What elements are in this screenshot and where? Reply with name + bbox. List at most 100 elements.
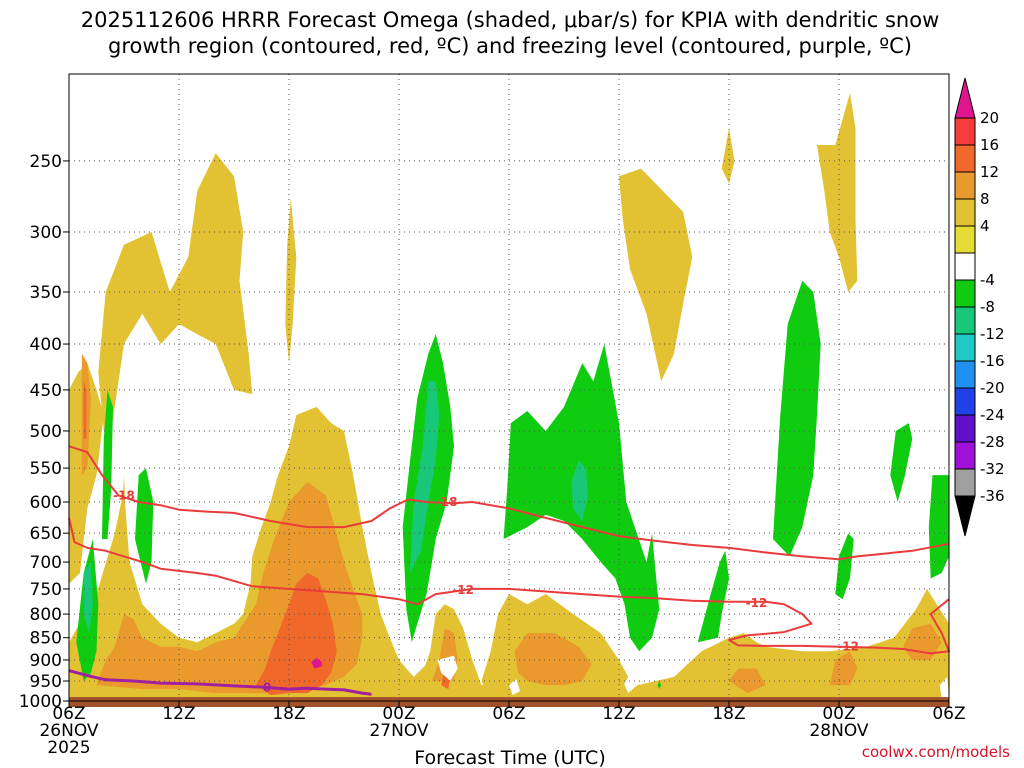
- x-tick-label-18-0: 00Z: [382, 704, 415, 724]
- omega-region-upper-yellow-18z-2: [721, 128, 735, 184]
- x-tick-label-42-0: 00Z: [822, 704, 855, 724]
- omega-region-left-edge-yellow: [69, 363, 104, 584]
- contour-label-dgz-minus12: -12: [452, 583, 474, 597]
- omega-region-low-orange-5: [829, 651, 858, 686]
- x-tick-label-0-0: 06Z: [52, 704, 85, 724]
- omega-region-green-9: [890, 423, 913, 502]
- colorbar-box: [954, 252, 976, 281]
- colorbar-label: 16: [980, 136, 999, 154]
- colorbar-label: -32: [980, 460, 1005, 478]
- omega-region-green-8: [835, 533, 854, 600]
- y-tick-label-650: 650: [30, 524, 62, 544]
- contour-freezing-level-0: [68, 669, 372, 696]
- omega-region-teal-4: [410, 381, 440, 573]
- omega-region-green-1-teal: [83, 562, 93, 634]
- y-tick-label-700: 700: [30, 553, 62, 573]
- omega-region-green-7: [773, 280, 821, 557]
- y-tick-label-950: 950: [30, 672, 62, 692]
- colorbar-box: [954, 441, 976, 470]
- contour-label-dgz-minus12: -12: [837, 640, 859, 654]
- x-tick-label-30-0: 12Z: [602, 704, 635, 724]
- contour-label-dgz-minus18: -18: [436, 495, 458, 509]
- colorbar-label: 20: [980, 109, 999, 127]
- omega-region-upper-yellow-12z: [98, 153, 253, 431]
- x-axis-title: Forecast Time (UTC): [414, 747, 605, 768]
- colorbar-label: -12: [980, 325, 1005, 343]
- y-tick-label-850: 850: [30, 629, 62, 649]
- x-tick-label-18-1: 27NOV: [369, 721, 428, 741]
- x-tick-label-0-1: 26NOV: [39, 721, 98, 741]
- y-tick-label-450: 450: [30, 381, 62, 401]
- chart-title-line-1: 2025112606 HRRR Forecast Omega (shaded, …: [81, 8, 940, 32]
- x-tick-label-12-0: 18Z: [272, 704, 305, 724]
- y-tick-label-550: 550: [30, 459, 62, 479]
- colorbar-label: -8: [980, 298, 995, 316]
- omega-region-upper-yellow-12z-2: [619, 168, 693, 382]
- chart-title-line-2: growth region (contoured, red, ºC) and f…: [108, 34, 912, 58]
- omega-region-low-orange-4: [729, 668, 766, 694]
- y-tick-label-400: 400: [30, 335, 62, 355]
- colorbar-box: [954, 144, 976, 173]
- colorbar-label: 4: [980, 217, 990, 235]
- colorbar-box: [954, 414, 976, 443]
- colorbar-box: [954, 306, 976, 335]
- omega-region-green-11: [657, 681, 662, 690]
- omega-region-upper-yellow-00z: [817, 93, 858, 292]
- omega-region-white-notch-1: [437, 655, 458, 681]
- x-tick-label-36-0: 18Z: [712, 704, 745, 724]
- omega-region-low-yellow-2: [362, 604, 491, 701]
- y-tick-label-900: 900: [30, 651, 62, 671]
- omega-region-low-magenta-1: [311, 657, 322, 669]
- contour-dgz-minus18: [68, 445, 950, 561]
- omega-region-low-yellow-1: [69, 406, 629, 701]
- omega-region-white-notch-3: [939, 676, 949, 699]
- omega-region-low-yellow-5: [118, 475, 128, 615]
- omega-region-green-10: [928, 475, 949, 579]
- omega-region-green-3: [135, 468, 154, 584]
- y-tick-label-1000: 1000: [19, 692, 62, 712]
- x-tick-label-42-1: 28NOV: [809, 721, 868, 741]
- colorbar-box: [954, 279, 976, 308]
- omega-region-white-notch-2: [509, 679, 520, 696]
- colorbar-label: -24: [980, 406, 1005, 424]
- colorbar-box: [954, 387, 976, 416]
- credit-text[interactable]: coolwx.com/models: [862, 743, 1010, 761]
- contour-label-dgz-minus12: -12: [746, 596, 768, 610]
- colorbar-label: -16: [980, 352, 1005, 370]
- omega-region-low-yellow-4: [619, 588, 949, 701]
- x-tick-label-24-0: 06Z: [492, 704, 525, 724]
- x-tick-label-6-0: 12Z: [162, 704, 195, 724]
- y-tick-label-250: 250: [30, 152, 62, 172]
- omega-region-teal-5: [571, 460, 588, 521]
- colorbar-label: -36: [980, 487, 1005, 505]
- omega-region-green-6: [697, 550, 729, 643]
- colorbar-box: [954, 171, 976, 200]
- colorbar-box: [954, 117, 976, 146]
- colorbar-box: [954, 225, 976, 254]
- colorbar-box: [954, 468, 976, 497]
- colorbar-bottom-arrow: [954, 495, 976, 537]
- colorbar-box: [954, 333, 976, 362]
- contour-label-freezing-level-0: 0: [263, 681, 271, 695]
- colorbar-label: -4: [980, 271, 995, 289]
- y-tick-label-350: 350: [30, 283, 62, 303]
- contour-label-dgz-minus18: -18: [113, 488, 135, 502]
- y-axis: 2503003504004505005506006507007508008509…: [19, 152, 69, 712]
- omega-region-low-orange-3: [514, 633, 592, 686]
- y-tick-label-500: 500: [30, 422, 62, 442]
- omega-region-left-edge-red: [83, 381, 87, 439]
- y-tick-label-300: 300: [30, 223, 62, 243]
- temperature-contours: -18 -18 -12 -12 -12 0: [68, 445, 950, 696]
- y-tick-label-800: 800: [30, 605, 62, 625]
- colorbar: 20 16 12 8 4 -4 -8 -12 -16 -20 -24 -28 -32 -36: [954, 77, 1005, 537]
- x-tick-label-0-2: 2025: [47, 738, 90, 758]
- colorbar-label: -20: [980, 379, 1005, 397]
- colorbar-box: [954, 360, 976, 389]
- omega-shaded-regions: [69, 93, 949, 701]
- plot-area: -18 -18 -12 -12 -12 0: [68, 73, 950, 707]
- colorbar-box: [954, 198, 976, 227]
- contour-dgz-minus12: [68, 517, 950, 655]
- x-tick-label-48-0: 06Z: [932, 704, 965, 724]
